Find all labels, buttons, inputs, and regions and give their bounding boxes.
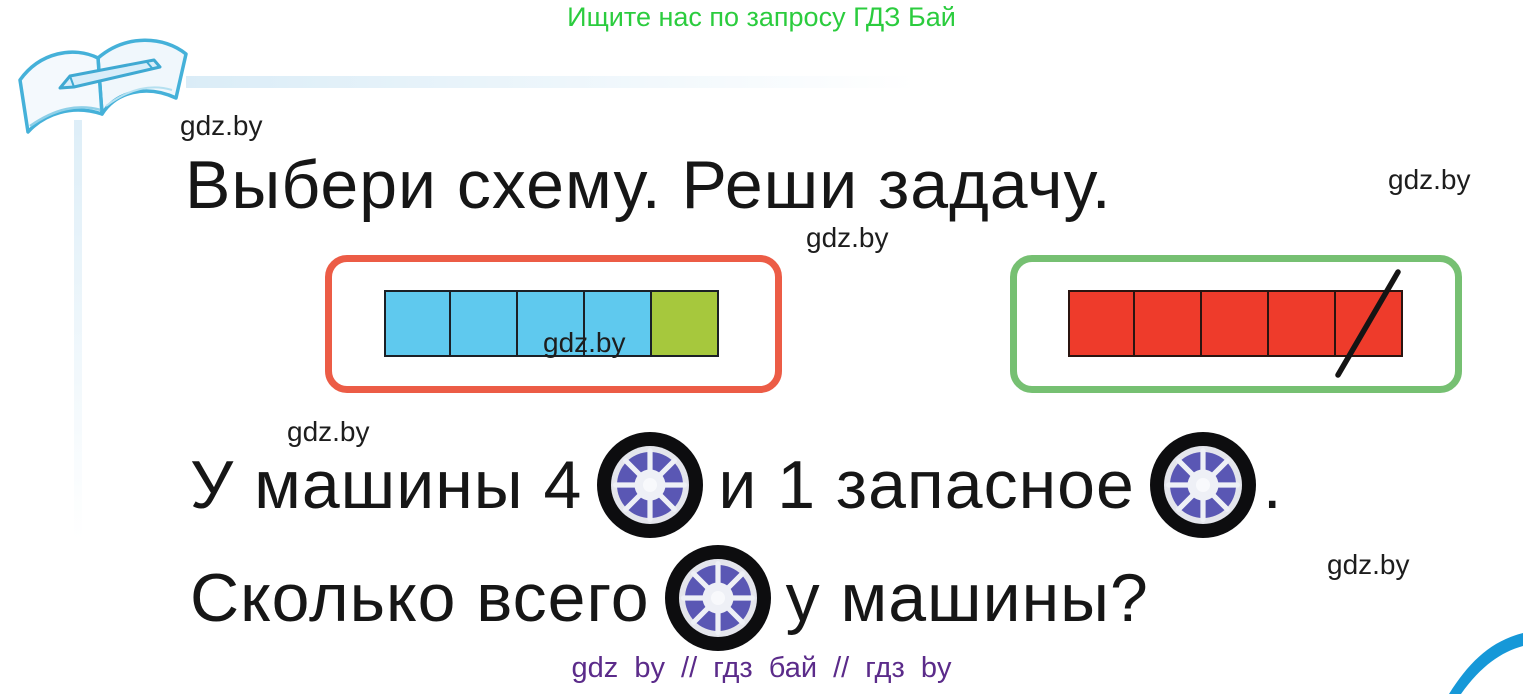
watermark: gdz.by: [287, 416, 370, 447]
scan-band-vertical: [74, 120, 82, 540]
dashed-border-top: [190, 68, 898, 80]
scheme-square: [518, 290, 585, 357]
footer-site-tags: gdz by // гдз бай // гдз by: [571, 652, 952, 684]
watermark: gdz.by: [543, 327, 626, 358]
open-book-pen-icon: [18, 38, 188, 134]
car-wheel-icon: [597, 432, 704, 538]
task-title: Выбери схему. Реши задачу.: [185, 147, 1112, 223]
dashed-border-left: [63, 118, 75, 587]
scheme-square: [1068, 290, 1135, 357]
scheme-square: [1202, 290, 1269, 357]
sentence2-text-start: Сколько всего: [190, 560, 650, 636]
sentence2-text-end: у машины?: [785, 560, 1149, 636]
watermark: gdz.by: [806, 222, 889, 253]
watermark: gdz.by: [1327, 549, 1410, 580]
sentence1-text-middle: и 1 запасное: [718, 447, 1135, 523]
scheme-square: [1336, 290, 1403, 357]
scheme-option-right[interactable]: [1010, 255, 1462, 393]
car-wheel-icon: [1149, 432, 1256, 538]
sentence1-text-end: .: [1262, 447, 1283, 523]
promo-banner-text: Ищите нас по запросу ГДЗ Бай: [567, 2, 956, 32]
task-sentence-2: Сколько всего у машины?: [190, 540, 1149, 656]
scheme-square: [451, 290, 518, 357]
scheme-square: [652, 290, 719, 357]
sentence1-text-start: У машины 4: [190, 447, 583, 523]
scheme-squares: [1068, 290, 1403, 357]
watermark: gdz.by: [1388, 164, 1471, 195]
watermark: gdz.by: [180, 110, 263, 141]
scheme-option-left[interactable]: [325, 255, 782, 393]
scheme-square: [1269, 290, 1336, 357]
pen-icon: [58, 58, 162, 90]
scheme-square: [1135, 290, 1202, 357]
scheme-square: [585, 290, 652, 357]
scheme-squares: [384, 290, 719, 357]
corner-swoosh-decoration: [1449, 633, 1523, 694]
scheme-square: [384, 290, 451, 357]
task-sentence-1: У машины 4 и 1 запасное .: [190, 428, 1283, 542]
car-wheel-icon: [664, 545, 771, 651]
